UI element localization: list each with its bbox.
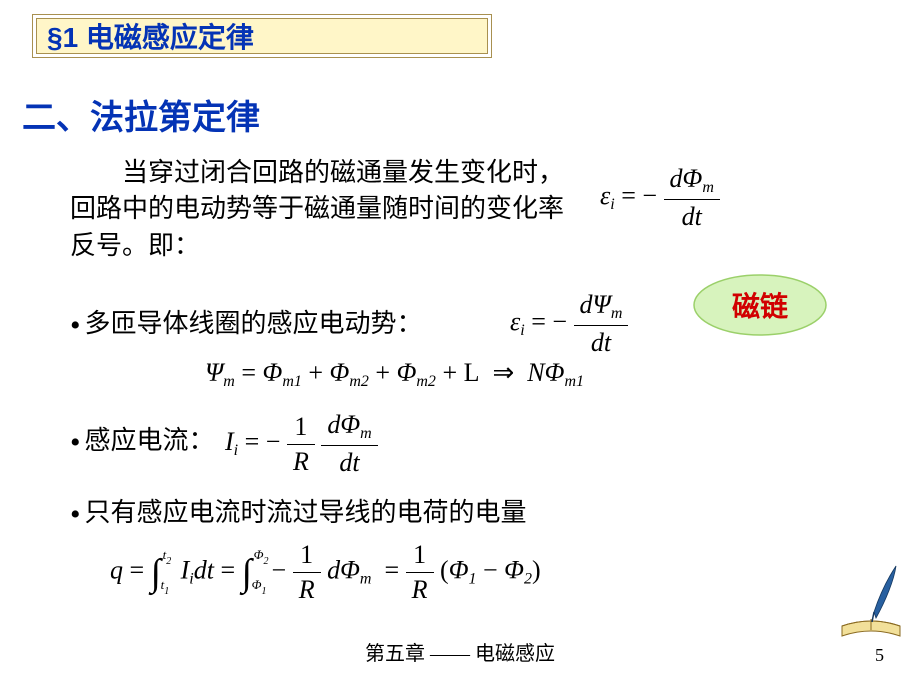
bullet-induced-current: •感应电流： — [70, 420, 215, 460]
section-heading: 二、法拉第定律 — [22, 90, 260, 139]
callout-text: 磁链 — [690, 270, 830, 340]
equation-psi-sum: Ψm = Φm1 + Φm2 + Φm2 + L ⇒ NΦm1 — [205, 358, 584, 391]
callout-flux-linkage: 磁链 — [690, 270, 830, 340]
bullet-charge: •只有感应电流时流过导线的电荷的电量 — [70, 492, 527, 532]
page-number: 5 — [875, 645, 884, 666]
equation-induced-current: Ii = − 1 R dΦm dt — [225, 410, 378, 478]
quill-book-icon — [836, 560, 906, 640]
eq1-sub-i: i — [610, 196, 614, 213]
paragraph-text: 当穿过闭合回路的磁通量发生变化时，回路中的电动势等于磁通量随时间的变化率反号。即… — [70, 158, 564, 260]
title-text: §1 电磁感应定律 — [47, 16, 254, 56]
equation-charge: q = ∫ t2 t1 Iidt = ∫ Φ2 Φ1 − 1 R dΦm = 1… — [110, 540, 541, 605]
title-inner: §1 电磁感应定律 — [36, 18, 488, 54]
integral-2: ∫ Φ2 Φ1 — [242, 551, 252, 595]
equation-psi-emf: εi = − dΨm dt — [510, 290, 628, 358]
integral-1: ∫ t2 t1 — [151, 551, 161, 595]
bullet-multi-turn: •多匝导体线圈的感应电动势： — [70, 303, 423, 343]
body-paragraph: 当穿过闭合回路的磁通量发生变化时，回路中的电动势等于磁通量随时间的变化率反号。即… — [70, 155, 570, 264]
footer-chapter: 第五章 —— 电磁感应 — [0, 637, 920, 666]
title-banner: §1 电磁感应定律 — [32, 14, 492, 58]
eq1-epsilon: ε — [600, 181, 610, 210]
equation-faraday: εi = − dΦm dt — [600, 164, 720, 232]
